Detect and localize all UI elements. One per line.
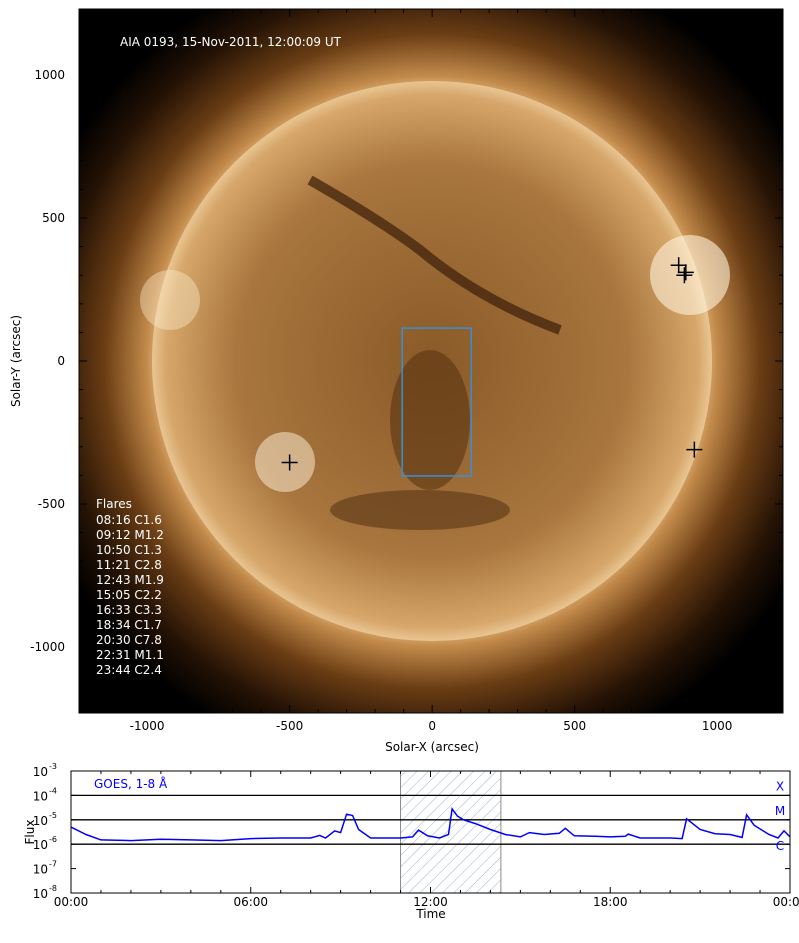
flare-entry: 23:44 C2.4	[96, 663, 162, 677]
x-tick-label: 12:00	[413, 895, 448, 909]
flare-entry: 16:33 C3.3	[96, 603, 162, 617]
y-tick-label: 10 -6	[33, 835, 57, 852]
y-tick-label: 10 -5	[33, 811, 57, 828]
svg-text:-8: -8	[49, 884, 57, 893]
flare-entry: 11:21 C2.8	[96, 558, 162, 572]
y-axis-label: Solar-Y (arcsec)	[9, 315, 23, 407]
dark-region	[390, 350, 470, 490]
x-axis-label: Solar-X (arcsec)	[385, 740, 479, 754]
flare-entry: 10:50 C1.3	[96, 543, 162, 557]
y-tick-label: 10 -7	[33, 860, 57, 877]
legend-label: GOES, 1-8 Å	[94, 776, 168, 791]
y-tick-label: 10 -4	[33, 786, 57, 803]
flare-entry: 22:31 M1.1	[96, 648, 164, 662]
y-tick-label: 1000	[34, 68, 65, 82]
flare-entry: 12:43 M1.9	[96, 573, 164, 587]
svg-text:-3: -3	[49, 762, 57, 771]
flare-entry: 09:12 M1.2	[96, 528, 164, 542]
image-title: AIA 0193, 15-Nov-2011, 12:00:09 UT	[120, 35, 342, 49]
svg-text:-5: -5	[49, 811, 57, 820]
x-axis-label: Time	[415, 907, 445, 921]
shaded-interval	[400, 770, 502, 894]
region-of-interest-box	[401, 327, 472, 477]
svg-text:-6: -6	[49, 835, 57, 844]
svg-text:10: 10	[33, 814, 48, 828]
x-tick-label: -500	[276, 719, 303, 733]
x-tick-label: -1000	[130, 719, 165, 733]
goes-flux-line	[71, 806, 790, 842]
solar-image-panel: AIA 0193, 15-Nov-2011, 12:00:09 UT Flare…	[9, 8, 784, 754]
svg-text:10: 10	[33, 838, 48, 852]
flare-marker-cross-icon	[686, 441, 703, 458]
bright-active-region	[140, 270, 200, 330]
flares-heading: Flares	[96, 497, 132, 511]
y-tick-label: -1000	[30, 640, 65, 654]
svg-text:-7: -7	[49, 860, 57, 869]
svg-text:10: 10	[33, 863, 48, 877]
y-tick-label: 0	[57, 354, 65, 368]
svg-text:-4: -4	[49, 786, 57, 795]
class-label: X	[776, 779, 784, 793]
goes-plot: XM C GOES, 1-8 Å 00:00 06:00 12:00 18:00 00:0…	[23, 762, 799, 921]
y-axis-label: Flux	[23, 820, 37, 845]
filament-channel	[307, 175, 562, 335]
x-tick-label: 0	[428, 719, 436, 733]
y-tick-label: 10 -3	[33, 762, 57, 779]
dark-region	[330, 490, 510, 530]
flare-marker-cross-icon	[281, 454, 298, 471]
x-tick-label: 18:00	[593, 895, 628, 909]
x-tick-label: 500	[563, 719, 586, 733]
flare-marker-cross-icon	[676, 267, 693, 284]
x-tick-label: 1000	[702, 719, 733, 733]
svg-text:10: 10	[33, 789, 48, 803]
flare-entry: 08:16 C1.6	[96, 513, 162, 527]
flare-marker-cross-icon	[677, 264, 694, 281]
svg-text:10: 10	[33, 887, 48, 901]
svg-text:10: 10	[33, 765, 48, 779]
y-tick-label: 10 -8	[33, 884, 57, 901]
flare-marker-cross-icon	[670, 257, 687, 274]
flare-entry: 15:05 C2.2	[96, 588, 162, 602]
flare-entry: 18:34 C1.7	[96, 618, 162, 632]
flare-entry: 20:30 C7.8	[96, 633, 162, 647]
x-tick-label: 00:00	[773, 895, 799, 909]
class-label: M	[775, 804, 785, 818]
x-tick-label: 00:00	[54, 895, 89, 909]
y-tick-label: 500	[42, 211, 65, 225]
class-label: C	[776, 839, 784, 853]
x-tick-label: 06:00	[233, 895, 268, 909]
y-tick-label: -500	[38, 497, 65, 511]
